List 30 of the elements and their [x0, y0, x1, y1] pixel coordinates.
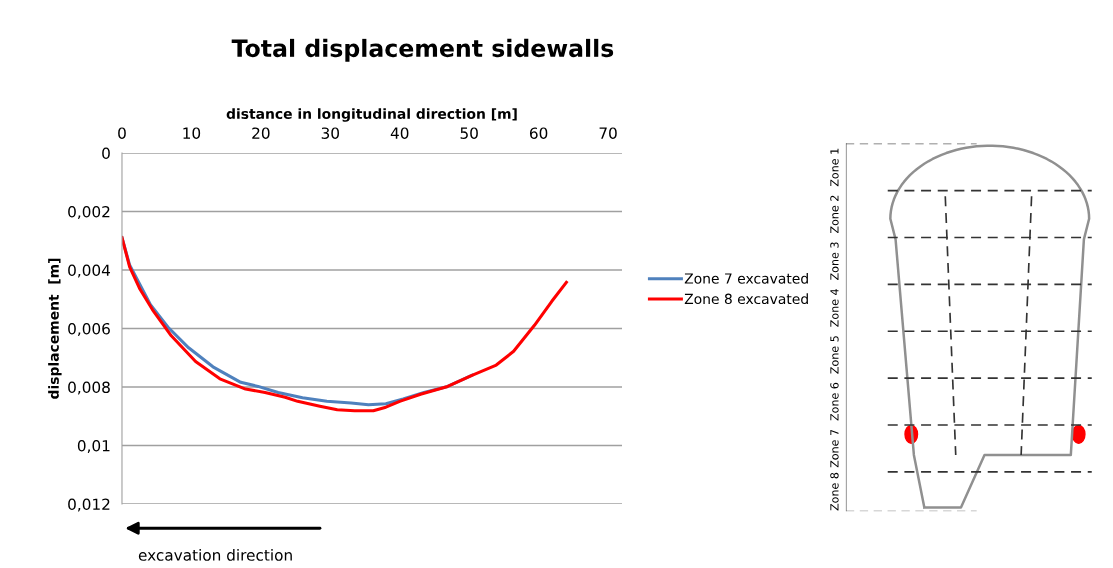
x-tick-label: 60 — [529, 127, 548, 139]
text: Zone 6 — [830, 382, 839, 421]
text: Zone 4 — [830, 289, 839, 327]
text: Zone 8 — [830, 472, 839, 511]
y-tick-label: 0 — [102, 147, 110, 160]
chart-title: Total displacement sidewalls — [231, 38, 614, 62]
text: Zone 2 — [830, 195, 839, 234]
legend-label: Zone 7 excavated — [684, 272, 808, 284]
x-tick-label: 10 — [183, 127, 201, 139]
text: Zone 7 — [830, 429, 839, 468]
x-tick-label: 40 — [390, 127, 409, 139]
x-tick-label: 70 — [599, 127, 617, 139]
text: excavation direction — [138, 549, 292, 561]
x-tick-label: 50 — [460, 127, 478, 139]
text: Zone 5 — [830, 336, 839, 374]
y-tick-label: 0,004 — [68, 264, 111, 278]
y-tick-label: 0,002 — [68, 205, 110, 220]
y-tick-label: 0,006 — [68, 322, 110, 337]
y-axis-title: displacement [m] — [48, 258, 62, 399]
y-tick-label: 0,012 — [68, 498, 110, 512]
x-tick-label: 0 — [118, 127, 126, 139]
text: Zone 1 — [830, 148, 839, 187]
x-tick-label: 30 — [321, 127, 340, 139]
legend-label: Zone 8 excavated — [684, 293, 808, 305]
x-axis-title: distance in longitudinal direction [m] — [226, 108, 517, 122]
y-tick-label: 0,008 — [68, 381, 110, 395]
line-series — [121, 236, 568, 413]
y-tick-label: 0,01 — [77, 439, 110, 454]
text: Zone 3 — [830, 242, 839, 280]
x-tick-label: 20 — [252, 127, 270, 139]
